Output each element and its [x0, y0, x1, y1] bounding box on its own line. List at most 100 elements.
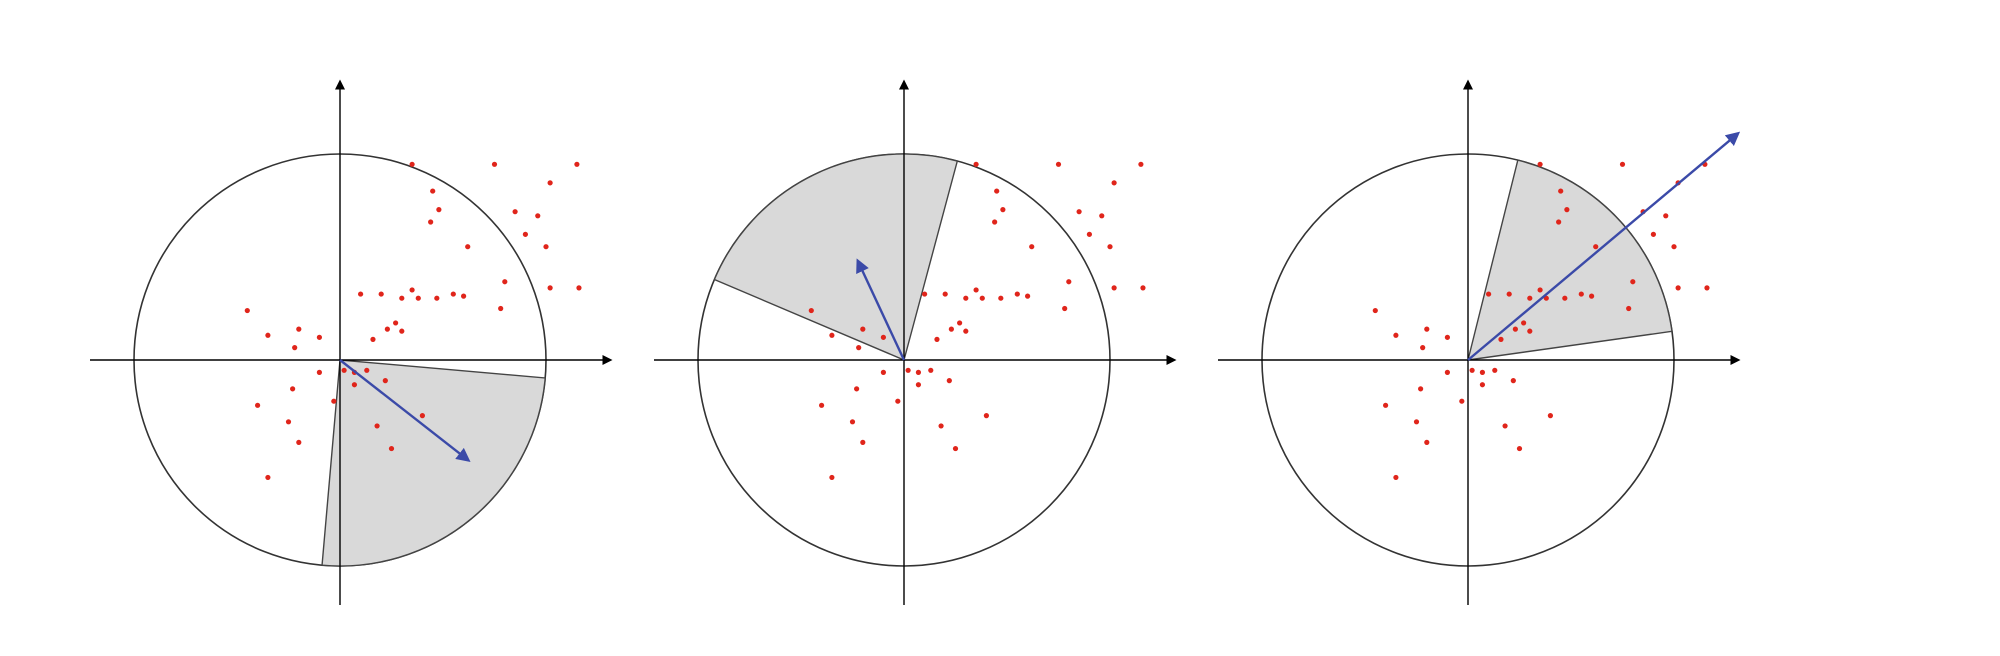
- data-point: [576, 285, 582, 291]
- data-point: [378, 291, 384, 297]
- data-point: [1062, 305, 1068, 312]
- data-point: [1099, 213, 1105, 219]
- data-point: [1650, 231, 1656, 237]
- data-point: [434, 295, 440, 301]
- data-point: [1589, 293, 1595, 299]
- data-point: [265, 332, 271, 338]
- data-point: [1558, 188, 1564, 194]
- data-point: [1498, 336, 1504, 342]
- data-point: [1076, 209, 1082, 215]
- data-point: [388, 445, 395, 452]
- data-point: [285, 419, 292, 425]
- data-point: [880, 369, 887, 375]
- data-point: [957, 320, 963, 326]
- data-point: [928, 367, 934, 373]
- data-point: [819, 402, 825, 408]
- data-point: [498, 305, 504, 312]
- data-point: [1383, 402, 1389, 408]
- shaded-sector: [713, 153, 959, 361]
- data-point: [535, 213, 541, 219]
- data-point: [1479, 382, 1486, 388]
- data-point: [331, 398, 337, 404]
- data-point: [409, 287, 415, 293]
- panel-middle: [654, 79, 1177, 605]
- data-point: [854, 386, 860, 392]
- data-point: [1506, 291, 1512, 297]
- data-point: [1086, 231, 1092, 237]
- data-point: [399, 295, 405, 301]
- data-point: [1420, 345, 1426, 351]
- data-point: [1619, 161, 1626, 167]
- data-point: [808, 307, 814, 314]
- data-point: [364, 367, 370, 373]
- data-point: [384, 326, 390, 332]
- data-point: [374, 423, 380, 429]
- data-point: [938, 423, 944, 429]
- data-point: [415, 295, 421, 301]
- data-point: [547, 285, 553, 291]
- data-point: [1502, 423, 1508, 429]
- data-point: [370, 336, 376, 342]
- data-point: [915, 382, 922, 388]
- data-point: [543, 244, 549, 250]
- shaded-sector: [1467, 159, 1673, 361]
- data-point: [244, 307, 250, 314]
- data-point: [963, 328, 969, 334]
- data-point: [512, 209, 518, 215]
- data-point: [1025, 293, 1031, 299]
- direction-arrow: [856, 258, 906, 361]
- data-point: [1459, 398, 1465, 404]
- data-point: [1521, 320, 1527, 326]
- data-point: [296, 439, 302, 445]
- data-point: [1486, 291, 1492, 297]
- panel-left: [90, 79, 613, 605]
- data-point: [1564, 207, 1570, 213]
- data-point: [1140, 285, 1146, 291]
- data-point: [382, 378, 388, 384]
- data-point: [1424, 326, 1430, 332]
- data-point: [450, 291, 456, 297]
- data-point: [946, 378, 952, 384]
- data-point: [316, 369, 322, 375]
- data-point: [880, 334, 887, 340]
- data-point: [952, 445, 959, 452]
- data-point: [1510, 378, 1516, 384]
- data-point: [1593, 244, 1599, 250]
- data-point: [992, 219, 998, 225]
- data-point: [983, 413, 990, 419]
- data-point: [1492, 367, 1498, 373]
- data-point: [1066, 279, 1072, 285]
- data-point: [948, 326, 954, 332]
- data-point: [973, 287, 979, 293]
- data-point: [1527, 295, 1533, 301]
- data-point: [1537, 287, 1543, 293]
- data-point: [428, 219, 434, 225]
- data-point: [860, 326, 866, 332]
- data-point: [1675, 285, 1681, 291]
- data-point: [419, 413, 425, 419]
- data-point: [1424, 439, 1430, 445]
- data-point: [574, 161, 580, 167]
- data-point: [922, 291, 928, 297]
- data-point: [1527, 328, 1533, 334]
- data-point: [1138, 161, 1144, 167]
- data-point: [1469, 367, 1475, 373]
- data-point: [1537, 161, 1543, 167]
- data-point: [1393, 332, 1399, 338]
- data-point: [316, 334, 322, 340]
- data-point: [1111, 180, 1117, 186]
- data-point: [979, 295, 985, 301]
- data-point: [915, 369, 922, 375]
- data-point: [1029, 244, 1035, 250]
- data-point: [905, 367, 911, 373]
- data-point: [1630, 279, 1636, 285]
- data-point: [860, 439, 866, 445]
- data-point: [1055, 161, 1062, 167]
- direction-arrow: [339, 359, 471, 463]
- data-point: [1111, 285, 1117, 291]
- data-point: [1512, 326, 1518, 332]
- data-point: [461, 293, 467, 299]
- data-point: [547, 180, 553, 186]
